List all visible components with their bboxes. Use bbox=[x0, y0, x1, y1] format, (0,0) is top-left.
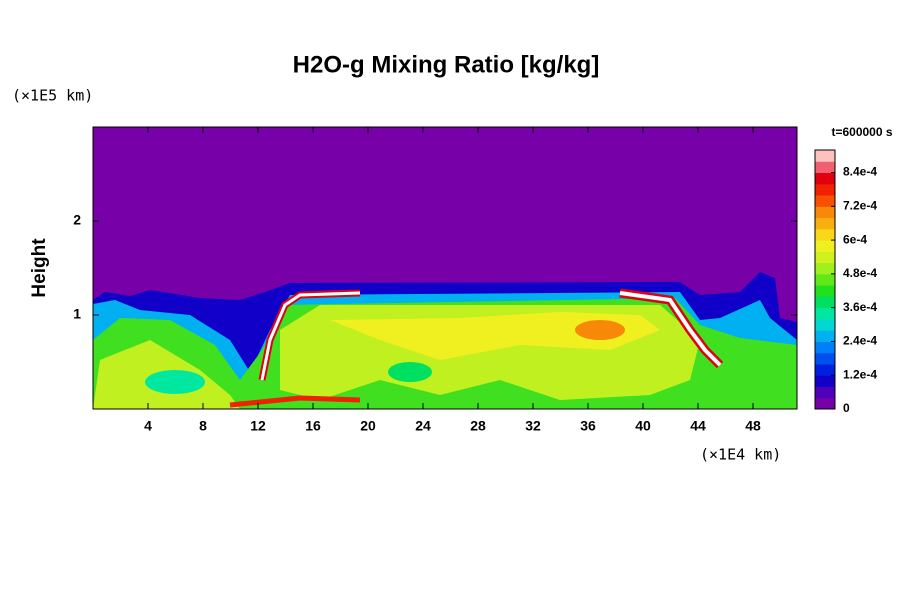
colorbar-band bbox=[815, 296, 835, 309]
x-tick-label: 40 bbox=[635, 418, 651, 434]
colorbar-tick-label: 3.6e-4 bbox=[843, 300, 877, 314]
field-eddy bbox=[145, 370, 205, 394]
time-label: t=600000 s bbox=[831, 125, 892, 139]
colorbar-band bbox=[815, 228, 835, 241]
x-unit: (×1E4 km) bbox=[700, 446, 781, 464]
colorbar-band bbox=[815, 285, 835, 297]
colorbar-tick-label: 2.4e-4 bbox=[843, 334, 877, 348]
colorbar-band bbox=[815, 307, 835, 320]
colorbar-band bbox=[815, 150, 835, 162]
colorbar-tick-label: 1.2e-4 bbox=[843, 367, 877, 381]
colorbar-band bbox=[815, 262, 835, 275]
colorbar-band bbox=[815, 161, 835, 174]
colorbar-tick-label: 0 bbox=[843, 401, 850, 415]
colorbar-band bbox=[815, 273, 835, 286]
field-yellow bbox=[330, 312, 660, 360]
colorbar-band bbox=[815, 206, 835, 219]
y-tick-label: 1 bbox=[73, 306, 81, 322]
colorbar-band bbox=[815, 397, 835, 410]
colorbar-tick-label: 4.8e-4 bbox=[843, 266, 877, 280]
colorbar-tick-label: 7.2e-4 bbox=[843, 198, 877, 212]
x-tick-label: 4 bbox=[144, 418, 152, 434]
field bbox=[93, 127, 797, 409]
colorbar-band bbox=[815, 251, 835, 264]
x-tick-label: 16 bbox=[305, 418, 321, 434]
colorbar-band bbox=[815, 217, 835, 230]
colorbar-band bbox=[815, 183, 835, 196]
field-front bbox=[229, 395, 361, 408]
field-eddy bbox=[388, 362, 432, 382]
colorbar-tick-label: 8.4e-4 bbox=[843, 165, 877, 179]
colorbar-band bbox=[815, 363, 835, 376]
colorbar-frame bbox=[814, 149, 836, 410]
field-eddy bbox=[575, 320, 625, 340]
field-front bbox=[260, 291, 361, 381]
x-tick-label: 48 bbox=[745, 418, 761, 434]
x-tick-label: 28 bbox=[470, 418, 486, 434]
x-tick-label: 36 bbox=[580, 418, 596, 434]
x-tick-label: 12 bbox=[250, 418, 266, 434]
x-tick-label: 32 bbox=[525, 418, 541, 434]
chart-title: H2O-g Mixing Ratio [kg/kg] bbox=[293, 51, 600, 78]
y-unit: (×1E5 km) bbox=[12, 87, 93, 105]
y-tick-label: 2 bbox=[73, 212, 81, 228]
colorbar-band bbox=[815, 318, 835, 331]
colorbar-band bbox=[815, 352, 835, 365]
colorbar-band bbox=[815, 195, 835, 207]
y-label: Height bbox=[29, 238, 50, 298]
plot-frame bbox=[92, 126, 798, 410]
colorbar-band bbox=[815, 386, 835, 399]
x-tick-label: 8 bbox=[199, 418, 207, 434]
x-tick-label: 20 bbox=[360, 418, 376, 434]
x-tick-label: 44 bbox=[690, 418, 706, 434]
x-tick-label: 24 bbox=[415, 418, 431, 434]
colorbar-band bbox=[815, 330, 835, 342]
colorbar-tick-label: 6e-4 bbox=[843, 232, 867, 246]
colorbar-band bbox=[815, 375, 835, 387]
colorbar-band bbox=[815, 172, 835, 185]
colorbar-band bbox=[815, 341, 835, 354]
field-front bbox=[619, 291, 722, 367]
colorbar-band bbox=[815, 240, 835, 252]
